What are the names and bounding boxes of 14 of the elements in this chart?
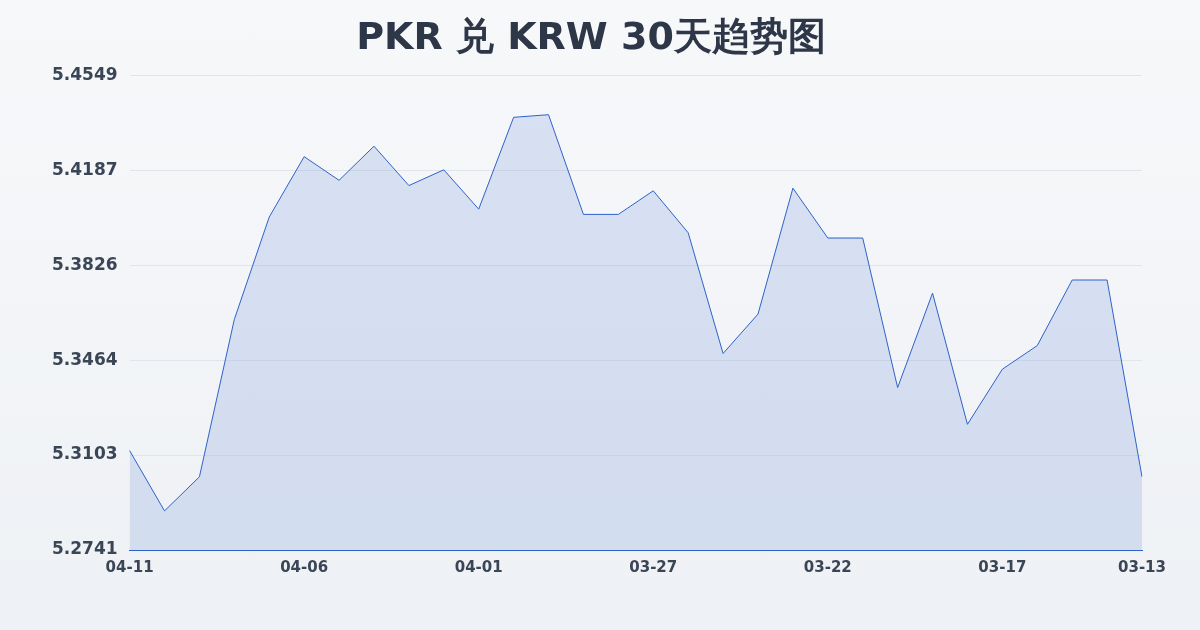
x-tick-label: 04-06 [280, 557, 329, 576]
y-tick-label: 5.4549 [51, 64, 118, 85]
y-tick-label: 5.3103 [51, 443, 118, 464]
x-tick-label: 03-22 [803, 557, 852, 576]
x-tick-label: 03-13 [1118, 557, 1166, 576]
y-tick-label: 5.3464 [51, 348, 118, 369]
x-tick-label: 04-11 [105, 557, 154, 576]
chart-title: PKR 兑 KRW 30天趋势图 [356, 13, 826, 58]
x-tick-label: 03-27 [629, 557, 678, 576]
y-tick-label: 5.2741 [51, 538, 118, 559]
y-tick-label: 5.3826 [51, 253, 118, 274]
x-tick-label: 04-01 [454, 557, 503, 576]
x-tick-label: 03-17 [978, 557, 1027, 576]
y-tick-label: 5.4187 [51, 159, 118, 180]
